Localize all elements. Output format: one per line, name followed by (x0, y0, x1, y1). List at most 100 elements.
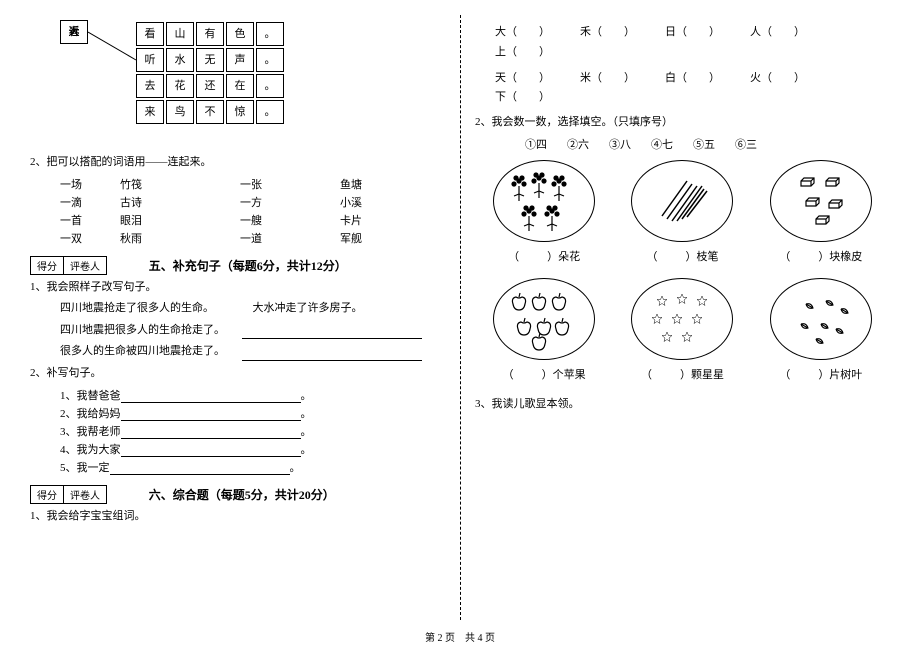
match-d: 军舰 (340, 230, 362, 246)
section5-title: 五、补充句子（每题6分，共计12分） (149, 257, 347, 274)
char-box: 。 (256, 100, 284, 124)
fill-prefix: 3、我帮老师 (60, 426, 121, 438)
oval-pencils (631, 160, 733, 242)
blank[interactable] (121, 390, 301, 403)
match-c: 一道 (240, 230, 340, 246)
connect-line (88, 20, 138, 140)
paren[interactable]: （ (779, 251, 818, 263)
char-pair: 人（ ） (750, 23, 835, 43)
oval-erasers (770, 160, 872, 242)
match-c: 一艘 (240, 212, 340, 228)
fill-lines: 1、我替爸爸。2、我给妈妈。3、我帮老师。4、我为大家。5、我一定。 (30, 387, 445, 475)
char-box: 在 (226, 74, 254, 98)
score-label: 得分 (30, 485, 64, 504)
blank[interactable] (121, 426, 301, 439)
blank[interactable] (242, 348, 422, 361)
s5-q1: 1、我会照样子改写句子。 (30, 279, 445, 297)
char-pair: 禾（ ） (580, 23, 665, 43)
char-box: 来 (136, 100, 164, 124)
char-grid-area: 近 春 人 远 看山有色。 听水无声。 去花还在。 来鸟不惊。 (30, 20, 445, 150)
fill-prefix: 2、我给妈妈 (60, 408, 121, 420)
char-pair: 米（ ） (580, 69, 665, 89)
char-pair: 白（ ） (665, 69, 750, 89)
grader-label: 评卷人 (63, 485, 107, 504)
option: ⑤五 (693, 136, 715, 152)
column-divider (460, 15, 461, 620)
char-pair: 下（ ） (495, 88, 580, 108)
char-box: 惊 (226, 100, 254, 124)
page-footer: 第 2 页 共 4 页 (0, 629, 920, 644)
score-box-6: 得分评卷人 六、综合题（每题5分，共计20分） (30, 485, 445, 504)
match-c: 一方 (240, 194, 340, 210)
match-d: 鱼塘 (340, 176, 362, 192)
fill-prefix: 4、我为大家 (60, 444, 121, 456)
s5-line-2: 四川地震把很多人的生命抢走了。 (60, 324, 220, 336)
option: ②六 (567, 136, 589, 152)
img-row-1 (475, 160, 890, 242)
img-row-2 (475, 278, 890, 360)
blank[interactable] (110, 462, 290, 475)
char-box: 色 (226, 22, 254, 46)
r-q3: 3、我读儿歌显本领。 (475, 396, 890, 414)
match-area: 一场竹筏一张鱼塘一滴古诗一方小溪一首眼泪一艘卡片一双秋雨一道军舰 (30, 176, 445, 246)
s6-q1: 1、我会给字宝宝组词。 (30, 508, 445, 526)
match-b: 古诗 (120, 194, 180, 210)
char-box: 。 (256, 74, 284, 98)
char-box: 鸟 (166, 100, 194, 124)
char-box: 听 (136, 48, 164, 72)
fill-prefix: 5、我一定 (60, 462, 110, 474)
paren[interactable]: （ (503, 369, 542, 381)
label-row-1: （ ）朵花 （ ）枝笔 （ ）块橡皮 (475, 248, 890, 264)
section6-title: 六、综合题（每题5分，共计20分） (149, 486, 335, 503)
match-b: 秋雨 (120, 230, 180, 246)
match-a: 一双 (60, 230, 120, 246)
char-box: 声 (226, 48, 254, 72)
char-box: 有 (196, 22, 224, 46)
s5-q2: 2、补写句子。 (30, 365, 445, 383)
blank[interactable] (121, 408, 301, 421)
match-a: 一场 (60, 176, 120, 192)
char-box: 。 (256, 22, 284, 46)
char-pairs-row-1: 大（ ）禾（ ）日（ ）人（ ）上（ ） (495, 23, 890, 63)
label: ）块橡皮 (818, 251, 862, 263)
grader-label: 评卷人 (63, 256, 107, 275)
char-box: 无 (196, 48, 224, 72)
char-pair: 天（ ） (495, 69, 580, 89)
char-box: 山 (166, 22, 194, 46)
char-row-3: 去花还在。 (135, 74, 285, 98)
label: ）朵花 (547, 251, 580, 263)
oval-leaves (770, 278, 872, 360)
match-d: 卡片 (340, 212, 362, 228)
char-row-4: 来鸟不惊。 (135, 100, 285, 124)
label: ）片树叶 (818, 369, 862, 381)
char-row-1: 看山有色。 (135, 22, 285, 46)
paren[interactable]: （ (641, 369, 680, 381)
char-box: 不 (196, 100, 224, 124)
oval-stars (631, 278, 733, 360)
blank[interactable] (242, 326, 422, 339)
label-row-2: （ ）个苹果 （ ）颗星星 （ ）片树叶 (475, 366, 890, 382)
paren[interactable]: （ (779, 369, 818, 381)
oval-apples (493, 278, 595, 360)
char-pair: 日（ ） (665, 23, 750, 43)
char-pairs-row-2: 天（ ）米（ ）白（ ）火（ ）下（ ） (495, 69, 890, 109)
char-row-2: 听水无声。 (135, 48, 285, 72)
fill-prefix: 1、我替爸爸 (60, 390, 121, 402)
option: ④七 (651, 136, 673, 152)
match-b: 眼泪 (120, 212, 180, 228)
q2-intro: 2、把可以搭配的词语用——连起来。 (30, 154, 445, 172)
match-d: 小溪 (340, 194, 362, 210)
paren[interactable]: （ (508, 251, 547, 263)
blank[interactable] (121, 444, 301, 457)
s5-line-3: 很多人的生命被四川地震抢走了。 (60, 345, 220, 357)
label: ）颗星星 (680, 369, 724, 381)
score-box-5: 得分评卷人 五、补充句子（每题6分，共计12分） (30, 256, 445, 275)
match-b: 竹筏 (120, 176, 180, 192)
option: ③八 (609, 136, 631, 152)
char-box: 看 (136, 22, 164, 46)
oval-flowers (493, 160, 595, 242)
r-q2-intro: 2、我会数一数，选择填空。（只填序号） (475, 114, 890, 132)
paren[interactable]: （ (646, 251, 685, 263)
options-row: ①四②六③八④七⑤五⑥三 (525, 136, 890, 152)
match-a: 一滴 (60, 194, 120, 210)
